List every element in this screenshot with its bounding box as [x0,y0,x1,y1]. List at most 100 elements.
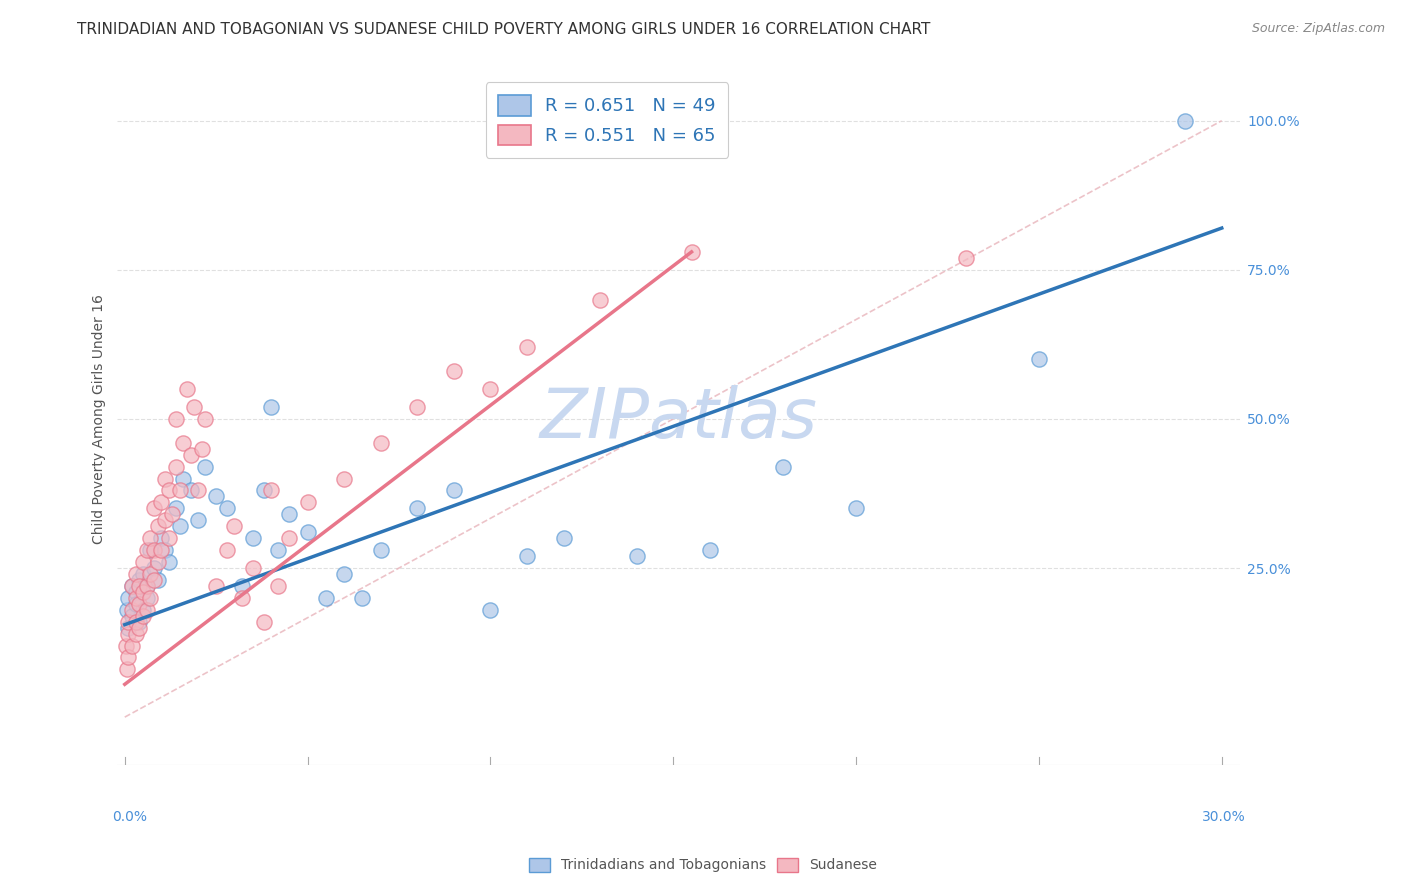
Point [443,483,465,498]
Point [194,459,217,474]
Point [117,591,139,605]
Point [180,483,202,498]
Point [153,543,176,558]
Point [139,591,162,605]
Point [121,579,143,593]
Point [626,549,648,563]
Point [406,400,429,414]
Point [132,555,155,569]
Point [139,543,162,558]
Point [278,508,301,522]
Point [205,490,228,504]
Point [231,591,253,605]
Point [117,650,139,665]
Point [260,483,283,498]
Point [117,621,139,635]
Text: 0.0%: 0.0% [112,810,146,824]
Point [143,501,166,516]
Point [187,483,209,498]
Point [352,591,374,605]
Point [153,513,176,527]
Point [146,555,169,569]
Point [194,412,217,426]
Point [589,293,612,307]
Point [121,603,143,617]
Point [443,364,465,378]
Point [150,495,173,509]
Point [278,531,301,545]
Point [128,621,150,635]
Point [150,543,173,558]
Legend: R = 0.651   N = 49, R = 0.551   N = 65: R = 0.651 N = 49, R = 0.551 N = 65 [485,82,728,158]
Point [297,495,319,509]
Point [146,519,169,533]
Point [699,543,721,558]
Point [157,531,180,545]
Point [180,448,202,462]
Point [135,543,157,558]
Point [165,501,187,516]
Point [190,442,212,456]
Point [135,579,157,593]
Point [406,501,429,516]
Point [115,639,138,653]
Point [135,591,157,605]
Point [125,615,148,629]
Point [115,662,138,676]
Point [217,501,239,516]
Point [121,579,143,593]
Point [143,573,166,587]
Point [516,340,538,354]
Point [242,531,264,545]
Point [224,519,246,533]
Point [333,566,356,581]
Point [479,382,502,396]
Point [125,626,148,640]
Text: ZIPatlas: ZIPatlas [540,385,818,452]
Point [125,597,148,611]
Point [1028,352,1050,367]
Point [205,579,228,593]
Point [297,525,319,540]
Point [135,579,157,593]
Point [231,579,253,593]
Point [143,543,166,558]
Point [117,626,139,640]
Point [125,585,148,599]
Point [121,608,143,623]
Legend: Trinidadians and Tobagonians, Sudanese: Trinidadians and Tobagonians, Sudanese [523,852,883,878]
Point [217,543,239,558]
Point [681,244,703,259]
Point [553,531,575,545]
Text: Source: ZipAtlas.com: Source: ZipAtlas.com [1251,22,1385,36]
Point [139,531,162,545]
Point [157,483,180,498]
Point [169,483,191,498]
Point [132,603,155,617]
Point [132,566,155,581]
Point [176,382,198,396]
Point [128,579,150,593]
Point [157,555,180,569]
Point [183,400,205,414]
Point [260,400,283,414]
Point [125,591,148,605]
Point [242,561,264,575]
Point [153,471,176,485]
Point [128,615,150,629]
Point [1174,113,1197,128]
Point [315,591,337,605]
Point [955,251,977,265]
Point [333,471,356,485]
Point [132,608,155,623]
Point [370,435,392,450]
Point [117,615,139,629]
Point [121,639,143,653]
Point [165,412,187,426]
Point [187,513,209,527]
Point [132,585,155,599]
Point [150,531,173,545]
Y-axis label: Child Poverty Among Girls Under 16: Child Poverty Among Girls Under 16 [93,294,107,544]
Point [146,573,169,587]
Point [128,573,150,587]
